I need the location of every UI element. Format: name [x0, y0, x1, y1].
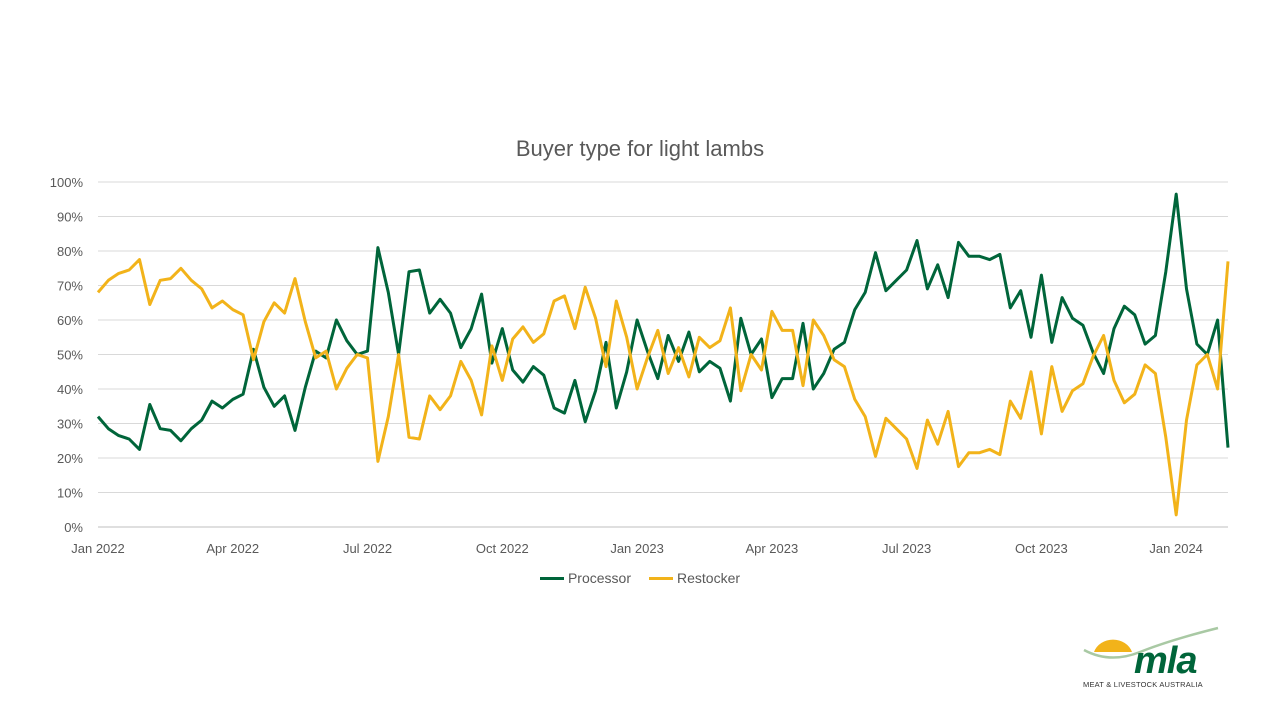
x-tick-label: Jan 2022	[71, 541, 125, 556]
y-tick-label: 10%	[57, 486, 83, 501]
y-tick-label: 90%	[57, 210, 83, 225]
series-lines	[96, 192, 1230, 517]
x-tick-label: Jan 2023	[610, 541, 664, 556]
y-tick-label: 50%	[57, 348, 83, 363]
y-tick-label: 80%	[57, 244, 83, 259]
y-tick-label: 40%	[57, 382, 83, 397]
logo-subtext: MEAT & LIVESTOCK AUSTRALIA	[1083, 680, 1203, 689]
series-line-processor	[96, 192, 1230, 451]
x-tick-label: Apr 2022	[206, 541, 259, 556]
x-tick-label: Oct 2023	[1015, 541, 1068, 556]
y-tick-label: 60%	[57, 313, 83, 328]
x-tick-label: Jul 2022	[343, 541, 392, 556]
y-tick-label: 100%	[50, 175, 84, 190]
mla-logo	[1083, 626, 1219, 659]
line-chart: 0% 10% 20% 30% 40% 50% 60% 70% 80% 90% 100% Jan 20…	[50, 175, 1230, 556]
x-tick-label: Apr 2023	[745, 541, 798, 556]
y-tick-label: 20%	[57, 451, 83, 466]
y-tick-label: 30%	[57, 417, 83, 432]
legend-item-restocker: Restocker	[649, 570, 740, 586]
legend-item-processor: Processor	[539, 570, 631, 586]
legend-swatch-processor	[539, 576, 564, 580]
logo-swoosh-icon	[1083, 626, 1219, 659]
x-tick-label: Oct 2022	[476, 541, 529, 556]
y-tick-label: 0%	[64, 520, 83, 535]
series-line-restocker	[96, 258, 1230, 517]
legend-label-processor: Processor	[567, 570, 631, 586]
legend-label-restocker: Restocker	[677, 570, 741, 586]
logo-sun-icon	[1094, 639, 1132, 652]
legend: Processor Restocker	[0, 570, 1280, 586]
x-axis-ticks: Jan 2022 Apr 2022 Jul 2022 Oct 2022 Jan 2023…	[71, 541, 1203, 556]
gridlines	[98, 181, 1228, 528]
x-tick-label: Jul 2023	[882, 541, 931, 556]
legend-swatch-restocker	[649, 576, 673, 580]
chart-title: Buyer type for light lambs	[515, 136, 765, 161]
y-axis-ticks: 0% 10% 20% 30% 40% 50% 60% 70% 80% 90% 100%	[50, 175, 84, 535]
x-tick-label: Jan 2024	[1149, 541, 1203, 556]
y-tick-label: 70%	[57, 279, 83, 294]
logo-wordmark: mla	[1134, 640, 1197, 682]
